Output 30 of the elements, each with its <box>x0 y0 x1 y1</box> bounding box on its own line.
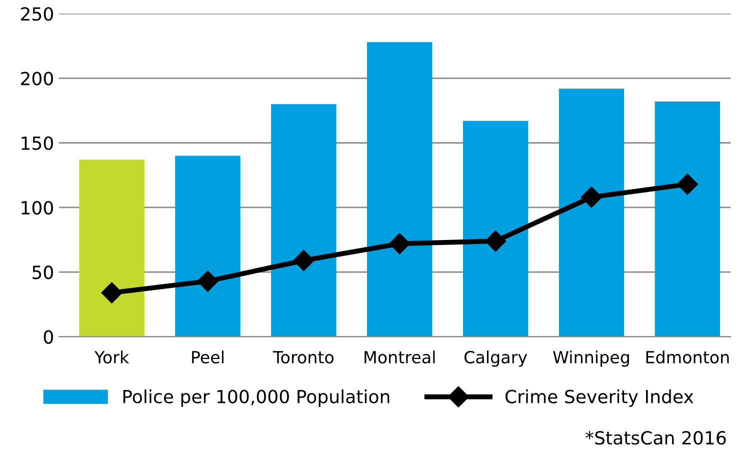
y-tick-label: 0 <box>44 330 53 344</box>
x-tick-label: Edmonton <box>646 350 729 364</box>
x-tick-label: Calgary <box>464 350 528 367</box>
bar <box>654 102 720 337</box>
point <box>197 270 218 292</box>
bar <box>175 156 240 337</box>
x-tick-label: Winnipeg <box>553 350 629 367</box>
x-tick-label: Toronto <box>272 351 334 364</box>
bar <box>271 104 336 337</box>
y-tick-label: 100 <box>22 200 53 215</box>
y-tick-label: 150 <box>22 136 53 150</box>
x-tick-label: Peel <box>192 350 224 364</box>
point <box>485 230 506 252</box>
x-tick-label: York <box>94 350 130 364</box>
point <box>101 282 122 304</box>
point <box>676 174 698 195</box>
point <box>580 186 602 208</box>
text: *StatsCan 2016 <box>586 431 726 445</box>
bar <box>79 160 144 337</box>
point <box>389 233 410 254</box>
legend-label: Crime Severity Index <box>505 389 694 407</box>
legend-label: Police per 100,000 Population <box>123 389 390 407</box>
y-tick-label: 250 <box>21 7 53 21</box>
x-tick-label: Montreal <box>364 350 435 364</box>
y-tick-label: 200 <box>21 72 53 86</box>
bar <box>462 120 528 337</box>
bar <box>558 88 624 337</box>
y-tick-label: 50 <box>32 266 53 280</box>
bar <box>367 42 432 337</box>
point <box>293 250 314 271</box>
